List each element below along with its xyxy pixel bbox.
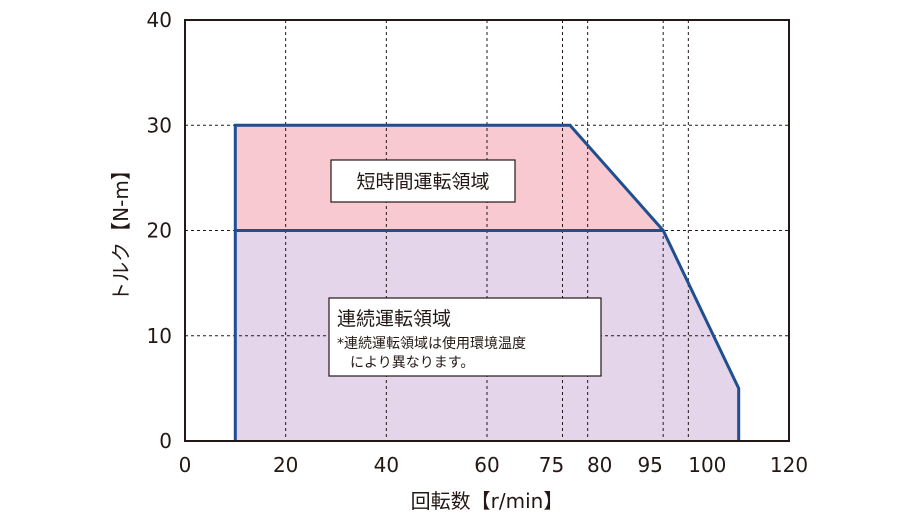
x-tick-label-120: 120 — [770, 453, 808, 477]
x-tick-label-80: 80 — [587, 453, 612, 477]
y-tick-label-40: 40 — [147, 8, 172, 32]
y-tick-labels: 0 10 20 30 40 — [147, 8, 172, 453]
plot-frame — [184, 19, 790, 442]
y-tick-label-30: 30 — [147, 113, 172, 137]
short-time-region-label-box: 短時間運転領域 — [330, 159, 516, 203]
x-tick-label-60: 60 — [474, 453, 499, 477]
x-tick-labels: 0 20 40 60 75 80 95 100 120 — [179, 453, 808, 477]
y-tick-label-10: 10 — [147, 324, 172, 348]
x-tick-label-95: 95 — [637, 453, 662, 477]
x-tick-label-40: 40 — [374, 453, 399, 477]
short-time-region-label: 短時間運転領域 — [356, 171, 489, 193]
operating-range-boundary — [233, 123, 741, 441]
y-axis-title: トルク【N-m】 — [109, 160, 133, 302]
y-tick-label-0: 0 — [159, 429, 172, 453]
continuous-region-label: 連続運転領域 — [337, 308, 451, 330]
x-tick-label-75: 75 — [539, 453, 564, 477]
continuous-region-note-line2: により異なります。 — [350, 355, 474, 371]
x-axis-title: 回転数【r/min】 — [411, 489, 564, 513]
boundary — [233, 123, 741, 441]
continuous-region-note-line1: *連続運転領域は使用環境温度 — [337, 335, 526, 352]
y-tick-label-20: 20 — [147, 219, 172, 243]
x-tick-label-100: 100 — [688, 453, 726, 477]
continuous-region-label-box: 連続運転領域 *連続運転領域は使用環境温度 により異なります。 — [328, 297, 602, 377]
x-tick-label-0: 0 — [179, 453, 192, 477]
x-tick-label-20: 20 — [273, 453, 298, 477]
